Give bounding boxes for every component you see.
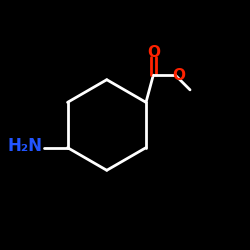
Text: H₂N: H₂N: [7, 138, 42, 156]
Text: O: O: [172, 68, 185, 83]
Text: O: O: [147, 45, 160, 60]
